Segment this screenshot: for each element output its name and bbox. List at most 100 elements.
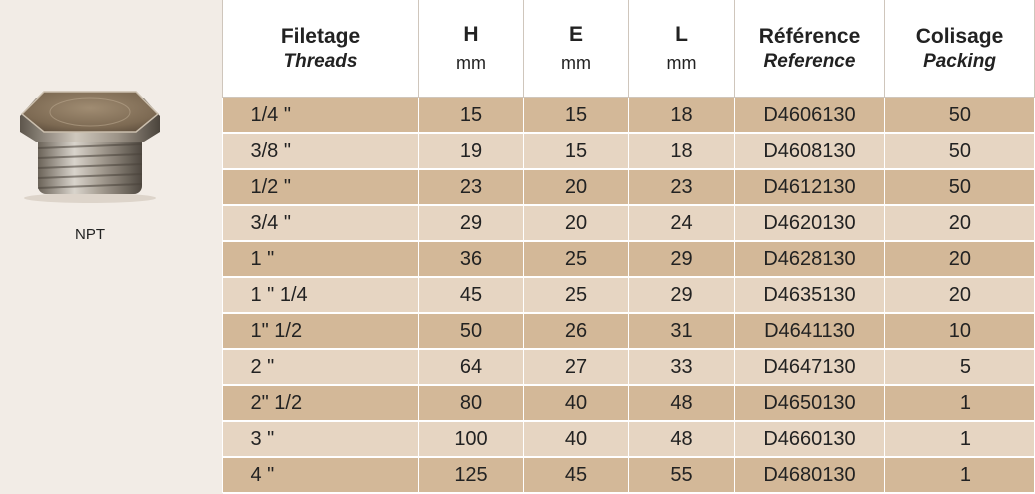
product-panel: NPT [0,0,222,493]
cell-reference: D4606130 [734,97,885,134]
header-unit: mm [456,53,486,73]
header-title: Colisage [915,24,1004,48]
header-threads: Filetage Threads [222,0,419,98]
cell-thread: 2 " [222,349,419,386]
header-unit: mm [666,53,697,73]
cell-packing: 50 [884,133,1035,170]
cell-l: 18 [628,133,735,170]
cell-thread: 3/8 " [222,133,419,170]
cell-l: 29 [628,241,735,278]
cell-h: 29 [418,205,524,242]
cell-l: 24 [628,205,735,242]
table-row: 2" 1/2 80 40 48 D4650130 1 [222,385,1035,422]
header-l: L mm [628,0,735,98]
cell-reference: D4635130 [734,277,885,314]
cell-packing: 50 [884,169,1035,206]
dimensions-table-container: Filetage Threads H mm E mm L mm Référenc… [222,0,1035,494]
cell-packing: 1 [884,385,1035,422]
dimensions-table: Filetage Threads H mm E mm L mm Référenc… [222,0,1035,494]
npt-plug-image [20,91,160,203]
header-e: E mm [523,0,629,98]
header-subtitle: Packing [923,50,996,72]
cell-e: 25 [523,277,629,314]
table-row: 3 " 100 40 48 D4660130 1 [222,421,1035,458]
cell-l: 29 [628,277,735,314]
cell-thread: 1/4 " [222,97,419,134]
cell-reference: D4612130 [734,169,885,206]
product-type-label: NPT [75,226,105,243]
header-reference: Référence Reference [734,0,885,98]
cell-l: 33 [628,349,735,386]
header-h: H mm [418,0,524,98]
header-title: L [675,23,688,46]
cell-packing: 50 [884,97,1035,134]
table-body: 1/4 " 15 15 18 D4606130 50 3/8 " 19 15 18 D4608130… [222,97,1035,494]
cell-h: 125 [418,457,524,494]
header-packing: Colisage Packing [884,0,1035,98]
table-row: 1/2 " 23 20 23 D4612130 50 [222,169,1035,206]
cell-h: 23 [418,169,524,206]
cell-l: 18 [628,97,735,134]
cell-e: 25 [523,241,629,278]
table-row: 1" 1/2 50 26 31 D4641130 10 [222,313,1035,350]
cell-thread: 2" 1/2 [222,385,419,422]
cell-reference: D4608130 [734,133,885,170]
cell-thread: 1/2 " [222,169,419,206]
cell-h: 64 [418,349,524,386]
cell-reference: D4620130 [734,205,885,242]
table-row: 2 " 64 27 33 D4647130 5 [222,349,1035,386]
cell-thread: 4 " [222,457,419,494]
header-title: Référence [758,24,861,48]
table-header: Filetage Threads H mm E mm L mm Référenc… [222,0,1035,98]
cell-reference: D4628130 [734,241,885,278]
cell-l: 31 [628,313,735,350]
cell-e: 27 [523,349,629,386]
table-row: 4 " 125 45 55 D4680130 1 [222,457,1035,494]
cell-packing: 20 [884,277,1035,314]
header-title: E [568,23,583,46]
cell-e: 45 [523,457,629,494]
cell-packing: 20 [884,241,1035,278]
cell-thread: 3/4 " [222,205,419,242]
table-row: 3/4 " 29 20 24 D4620130 20 [222,205,1035,242]
cell-l: 55 [628,457,735,494]
cell-packing: 10 [884,313,1035,350]
table-row: 1 " 36 25 29 D4628130 20 [222,241,1035,278]
cell-thread: 1 " [222,241,419,278]
cell-packing: 1 [884,421,1035,458]
cell-e: 40 [523,385,629,422]
cell-e: 20 [523,205,629,242]
cell-l: 23 [628,169,735,206]
cell-packing: 5 [884,349,1035,386]
cell-h: 50 [418,313,524,350]
cell-h: 100 [418,421,524,458]
cell-e: 20 [523,169,629,206]
table-row: 3/8 " 19 15 18 D4608130 50 [222,133,1035,170]
cell-e: 15 [523,133,629,170]
table-row: 1 " 1/4 45 25 29 D4635130 20 [222,277,1035,314]
cell-e: 15 [523,97,629,134]
cell-h: 45 [418,277,524,314]
cell-thread: 1" 1/2 [222,313,419,350]
table-row: 1/4 " 15 15 18 D4606130 50 [222,97,1035,134]
header-unit: mm [561,53,591,73]
cell-h: 15 [418,97,524,134]
cell-l: 48 [628,385,735,422]
cell-reference: D4680130 [734,457,885,494]
cell-h: 19 [418,133,524,170]
header-subtitle: Reference [763,50,856,72]
cell-thread: 3 " [222,421,419,458]
header-title: H [463,23,479,46]
cell-h: 80 [418,385,524,422]
cell-reference: D4660130 [734,421,885,458]
cell-e: 26 [523,313,629,350]
header-subtitle: Threads [283,50,358,72]
cell-thread: 1 " 1/4 [222,277,419,314]
cell-packing: 1 [884,457,1035,494]
cell-reference: D4647130 [734,349,885,386]
cell-reference: D4641130 [734,313,885,350]
cell-reference: D4650130 [734,385,885,422]
cell-h: 36 [418,241,524,278]
cell-packing: 20 [884,205,1035,242]
cell-l: 48 [628,421,735,458]
